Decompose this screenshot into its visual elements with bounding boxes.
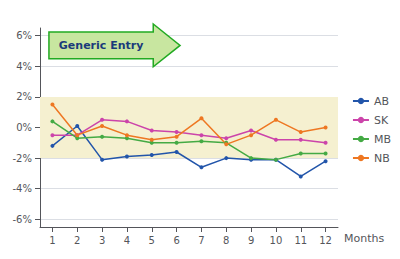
svg-text:2: 2 xyxy=(74,235,80,246)
svg-text:1: 1 xyxy=(49,235,55,246)
svg-text:Months: Months xyxy=(344,232,384,245)
svg-text:AB: AB xyxy=(374,95,389,108)
svg-text:SK: SK xyxy=(374,114,389,127)
svg-text:7: 7 xyxy=(198,235,204,246)
svg-text:6: 6 xyxy=(173,235,179,246)
svg-text:3: 3 xyxy=(99,235,105,246)
svg-text:12: 12 xyxy=(319,235,332,246)
svg-text:10: 10 xyxy=(270,235,283,246)
svg-text:Generic Entry: Generic Entry xyxy=(59,39,144,52)
svg-text:0%: 0% xyxy=(16,122,32,133)
svg-text:2%: 2% xyxy=(16,91,32,102)
svg-text:NB: NB xyxy=(374,152,390,165)
svg-text:4%: 4% xyxy=(16,61,32,72)
svg-text:5: 5 xyxy=(149,235,155,246)
svg-text:9: 9 xyxy=(248,235,254,246)
svg-text:11: 11 xyxy=(294,235,307,246)
svg-text:8: 8 xyxy=(223,235,229,246)
svg-text:4: 4 xyxy=(124,235,130,246)
svg-text:6%: 6% xyxy=(16,30,32,41)
svg-text:-2%: -2% xyxy=(13,153,32,164)
svg-text:-4%: -4% xyxy=(13,183,32,194)
svg-text:-6%: -6% xyxy=(13,214,32,225)
svg-text:MB: MB xyxy=(374,133,391,146)
